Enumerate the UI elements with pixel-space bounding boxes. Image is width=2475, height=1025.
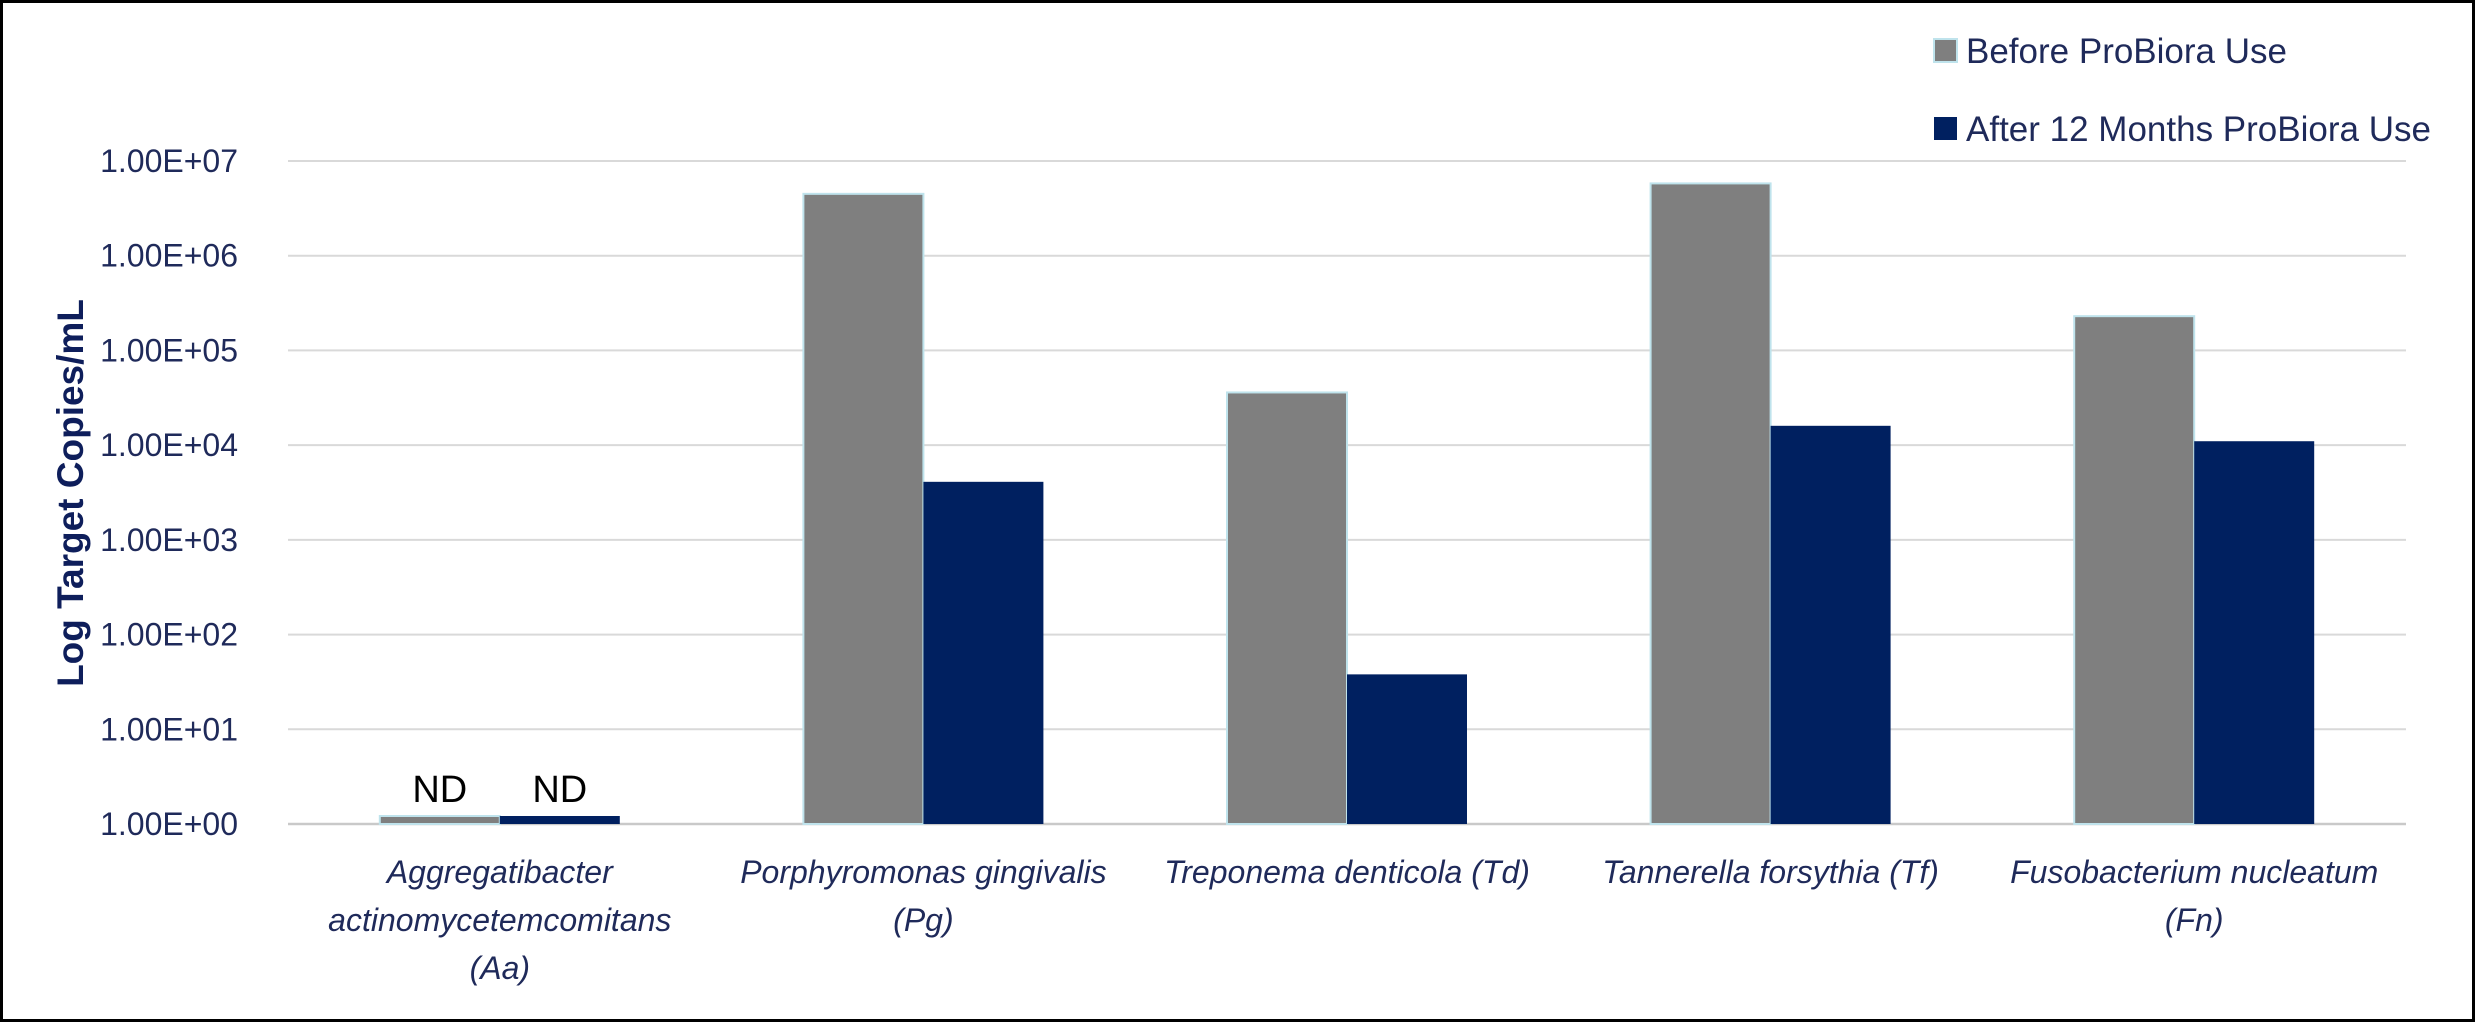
legend-label: Before ProBiora Use	[1966, 32, 2287, 71]
bar-before-2	[1226, 391, 1348, 825]
y-tick-label: 1.00E+06	[100, 238, 238, 274]
x-tick-label: Aggregatibacter	[385, 854, 614, 890]
y-tick-label: 1.00E+07	[100, 143, 238, 179]
y-axis-label: Log Target Copies/mL	[50, 299, 91, 687]
bar-after-0	[499, 816, 620, 824]
data-label-nd: ND	[412, 769, 467, 811]
legend-swatch	[1933, 38, 1958, 63]
x-tick-label: (Aa)	[470, 950, 530, 986]
x-tick-label: Treponema denticola (Td)	[1164, 854, 1530, 890]
y-tick-label: 1.00E+03	[100, 522, 238, 558]
legend-label: After 12 Months ProBiora Use	[1966, 110, 2431, 149]
axes: 1.00E+00 1.00E+01 1.00E+02 1.00E+03 1.00E+04…	[100, 143, 2378, 986]
bar-after-2	[1347, 674, 1467, 824]
bars: ND ND	[378, 182, 2315, 826]
bar-after-4	[2194, 441, 2315, 824]
bar-after-3	[1770, 425, 1891, 824]
bar-before-3	[1649, 182, 1772, 826]
x-tick-label: Porphyromonas gingivalis	[740, 854, 1106, 890]
bar-chart: ND ND 1.00E+001.00E+011.00E+021.00E+031.0…	[50, 32, 2431, 986]
x-tick-label: actinomycetemcomitans	[328, 902, 671, 938]
y-tick-label: 1.00E+01	[100, 711, 238, 747]
y-tick-label: 1.00E+05	[100, 332, 238, 368]
y-tick-label: 1.00E+02	[100, 617, 238, 653]
legend-swatch	[1934, 117, 1957, 140]
bar-after-1	[923, 481, 1044, 824]
bar-before-4	[2073, 315, 2196, 825]
x-tick-label: Fusobacterium nucleatum	[2010, 854, 2378, 890]
data-label-nd: ND	[532, 769, 587, 811]
x-tick-label: Tannerella forsythia (Tf)	[1602, 854, 1939, 890]
bar-before-0	[378, 815, 501, 825]
x-tick-label: (Pg)	[893, 902, 953, 938]
x-tick-label: (Fn)	[2165, 902, 2224, 938]
y-tick-label: 1.00E+00	[100, 806, 238, 842]
y-tick-label: 1.00E+04	[100, 427, 238, 463]
bar-before-1	[802, 192, 925, 826]
legend: Before ProBiora Use After 12 Months ProBi…	[1933, 32, 2431, 149]
